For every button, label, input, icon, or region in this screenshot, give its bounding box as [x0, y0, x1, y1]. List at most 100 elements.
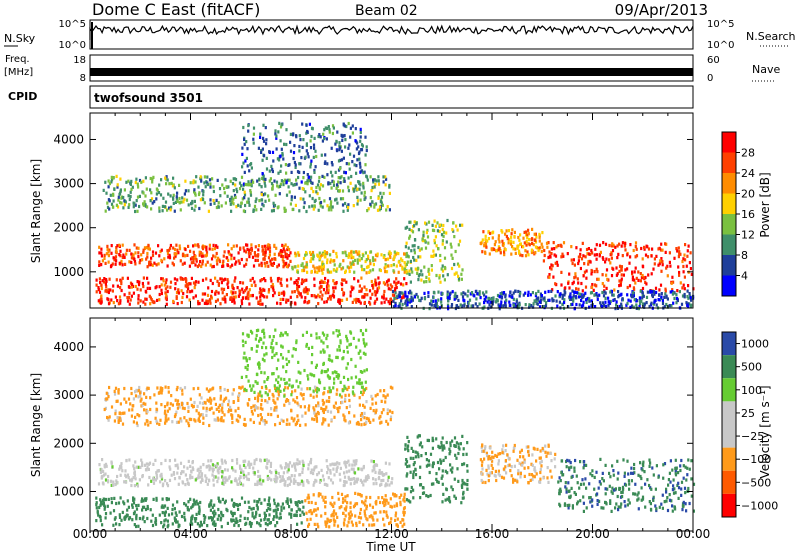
range-cell: [288, 461, 292, 465]
range-cell: [523, 241, 526, 245]
range-cell: [184, 189, 187, 193]
range-cell: [615, 303, 618, 307]
range-cell: [216, 245, 219, 249]
range-cell: [408, 298, 411, 302]
range-cell: [210, 516, 213, 520]
range-cell: [258, 291, 261, 295]
range-cell: [646, 245, 649, 249]
range-cell: [666, 297, 669, 301]
range-cell: [651, 290, 654, 294]
range-cell: [121, 243, 124, 247]
range-cell: [651, 247, 654, 251]
range-cell: [686, 473, 689, 477]
range-cell: [316, 266, 319, 270]
range-cell: [267, 518, 270, 522]
range-cell: [208, 479, 211, 483]
range-cell: [274, 480, 277, 484]
range-cell: [486, 472, 489, 476]
range-cell: [140, 180, 143, 184]
range-cell: [303, 201, 306, 205]
range-cell: [194, 243, 197, 247]
freq-unit: [MHz]: [4, 67, 33, 78]
range-cell: [530, 304, 533, 308]
range-cell: [421, 239, 425, 243]
range-cell: [563, 300, 566, 305]
range-cell: [599, 457, 602, 461]
range-cell: [303, 299, 307, 303]
range-cell: [134, 251, 137, 255]
range-cell: [309, 146, 313, 150]
range-cell: [112, 199, 115, 203]
range-cell: [413, 251, 416, 255]
range-cell: [402, 518, 405, 522]
range-cell: [266, 461, 269, 465]
range-cell: [627, 472, 630, 476]
range-cell: [502, 304, 505, 308]
range-cell: [459, 223, 462, 227]
colorbar-segment: [722, 132, 736, 153]
range-cell: [336, 201, 339, 205]
range-cell: [596, 492, 599, 496]
range-cell: [353, 460, 357, 464]
range-cell: [211, 177, 214, 181]
range-cell: [127, 476, 130, 480]
range-cell: [258, 497, 261, 502]
range-cell: [189, 464, 192, 468]
range-cell: [687, 244, 690, 248]
range-cell: [339, 262, 342, 266]
range-cell: [186, 290, 189, 294]
range-cell: [416, 271, 419, 275]
range-cell: [387, 278, 390, 282]
range-cell: [306, 496, 309, 500]
range-cell: [426, 235, 430, 239]
range-cell: [530, 248, 533, 252]
range-cell: [573, 469, 576, 473]
range-cell: [146, 251, 149, 256]
range-cell: [554, 261, 557, 265]
range-cell: [291, 290, 294, 294]
range-cell: [100, 283, 103, 287]
range-cell: [249, 182, 252, 186]
range-cell: [505, 471, 508, 475]
range-cell: [618, 264, 622, 268]
range-cell: [244, 182, 247, 187]
range-cell: [652, 267, 655, 271]
range-cell: [259, 135, 262, 139]
range-cell: [190, 201, 193, 206]
range-cell: [319, 492, 322, 496]
range-cell: [161, 277, 164, 281]
range-cell: [259, 287, 262, 291]
range-cell: [522, 455, 525, 459]
range-cell: [497, 452, 500, 456]
range-cell: [195, 517, 198, 521]
range-cell: [102, 482, 105, 486]
range-cell: [678, 290, 681, 294]
range-cell: [223, 250, 226, 254]
range-cell: [323, 250, 326, 254]
range-cell: [226, 194, 229, 198]
range-cell: [423, 297, 426, 301]
range-cell: [162, 279, 165, 283]
range-cell: [267, 243, 270, 247]
range-cell: [232, 518, 235, 522]
range-cell: [582, 466, 585, 470]
range-cell: [582, 274, 585, 278]
nave-tick-bottom: 0: [707, 73, 713, 84]
range-cell: [539, 480, 542, 484]
range-cell: [395, 494, 398, 498]
range-cell: [227, 185, 230, 189]
range-cell: [323, 280, 326, 284]
range-cell: [107, 179, 110, 183]
range-cell: [313, 466, 316, 470]
range-cell: [422, 230, 425, 234]
range-cell: [473, 294, 476, 298]
range-cell: [448, 447, 451, 451]
range-cell: [301, 470, 304, 474]
range-cell: [204, 254, 207, 258]
range-cell: [216, 298, 219, 302]
range-cell: [206, 301, 209, 305]
range-cell: [491, 466, 494, 471]
range-cell: [387, 501, 390, 505]
range-cell: [147, 247, 150, 251]
range-cell: [364, 479, 367, 483]
